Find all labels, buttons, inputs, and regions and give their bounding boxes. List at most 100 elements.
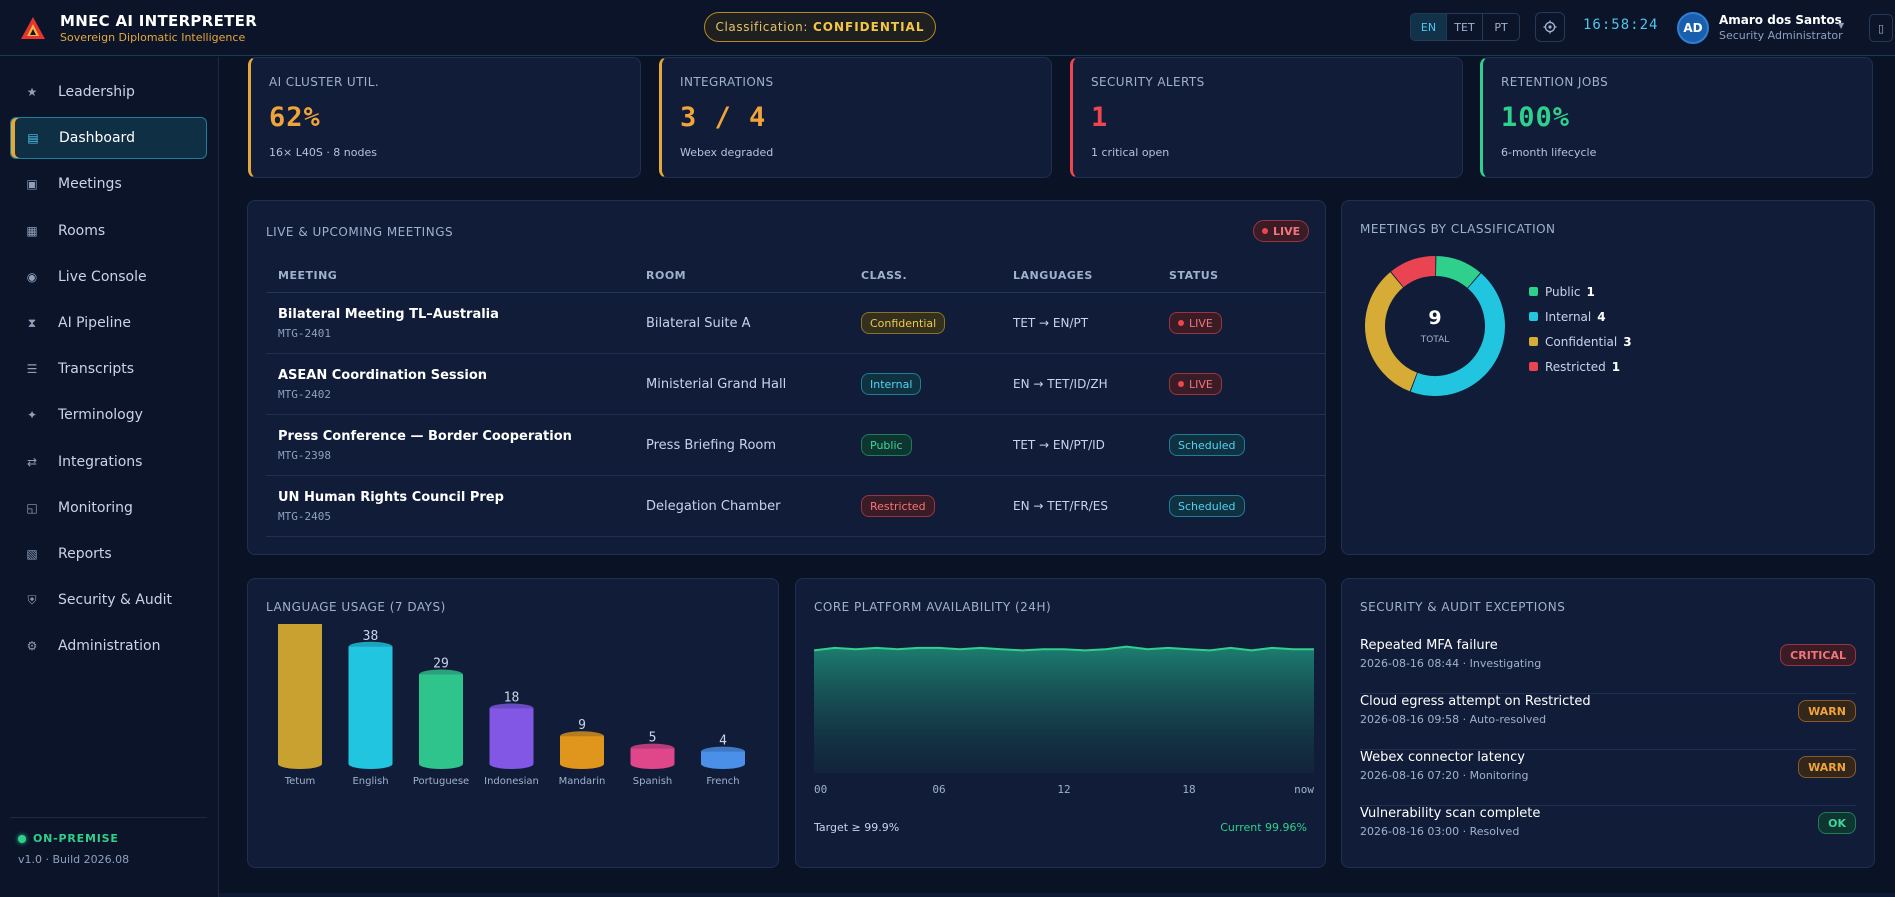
table-row[interactable]: Press Conference — Border Cooperation MTG… — [266, 415, 1326, 476]
table-row[interactable]: UN Human Rights Council Prep MTG-2405 Del… — [266, 476, 1326, 537]
gear-icon: ⚙ — [26, 639, 38, 654]
audit-item[interactable]: Repeated MFA failure 2026-08-16 08:44 · … — [1360, 638, 1856, 694]
kpi-label: AI CLUSTER UTIL. — [269, 75, 380, 89]
brand: MNEC AI INTERPRETER Sovereign Diplomatic… — [0, 12, 560, 44]
bar-mandarin[interactable] — [560, 736, 604, 769]
severity-badge: WARN — [1798, 756, 1856, 778]
lang-tet-button[interactable]: TET — [1447, 14, 1483, 40]
donut-slice-confidential[interactable] — [1365, 272, 1418, 392]
sidebar-item-rooms[interactable]: ▦ Rooms — [10, 210, 207, 252]
bar-french[interactable] — [701, 751, 745, 769]
meeting-room: Press Briefing Room — [646, 437, 777, 453]
bar-category-label: Mandarin — [559, 776, 606, 787]
bar-portuguese[interactable] — [419, 674, 463, 769]
pipeline-icon: ⧗ — [27, 315, 37, 330]
meeting-name[interactable]: ASEAN Coordination Session — [278, 367, 488, 383]
classification-donut-chart: 9 TOTAL — [1365, 256, 1505, 396]
donut-slice-internal[interactable] — [1410, 273, 1505, 396]
audit-item[interactable]: Cloud egress attempt on Restricted 2026-… — [1360, 694, 1856, 750]
audit-item[interactable]: Webex connector latency 2026-08-16 07:20… — [1360, 750, 1856, 806]
table-row[interactable]: Bilateral Meeting TL–Australia MTG-2401 B… — [266, 293, 1326, 354]
table-row[interactable]: ASEAN Coordination Session MTG-2402 Minis… — [266, 354, 1326, 415]
meetings-card: LIVE & UPCOMING MEETINGS LIVE MEETING RO… — [247, 200, 1326, 555]
bar-english[interactable] — [348, 646, 393, 769]
sidebar-item-security-audit[interactable]: ⛨ Security & Audit — [10, 579, 207, 621]
sidebar-item-live-console[interactable]: ◉ Live Console — [10, 256, 207, 298]
sidebar-item-meetings[interactable]: ▣ Meetings — [10, 163, 207, 205]
kpi-value: 3 / 4 — [680, 102, 767, 133]
kpi-label: SECURITY ALERTS — [1091, 75, 1205, 89]
legend-value: 3 — [1623, 334, 1632, 349]
deployment-status-label: ON-PREMISE — [33, 832, 119, 845]
meeting-id: MTG-2398 — [278, 448, 331, 462]
sidebar-item-ai-pipeline[interactable]: ⧗ AI Pipeline — [10, 302, 207, 344]
bar-spanish[interactable] — [630, 748, 675, 769]
logo-icon — [21, 16, 45, 39]
sidebar-item-integrations[interactable]: ⇄ Integrations — [10, 441, 207, 483]
legend-value: 1 — [1611, 359, 1621, 374]
lang-en-button[interactable]: EN — [1411, 14, 1447, 40]
status-badge: LIVE — [1169, 373, 1222, 395]
availability-area-chart: 00 06 12 18 now — [813, 645, 1314, 796]
meeting-name[interactable]: Bilateral Meeting TL–Australia — [278, 306, 499, 322]
bar-indonesian[interactable] — [489, 708, 534, 769]
column-header-class[interactable]: CLASS. — [861, 269, 908, 282]
status-badge-label: LIVE — [1189, 316, 1213, 330]
donut-slice-public[interactable] — [1435, 256, 1481, 289]
kpi-subtext: 1 critical open — [1091, 146, 1170, 159]
bar-tetum[interactable] — [278, 624, 322, 769]
kpi-value: 100% — [1501, 102, 1571, 133]
sidebar-item-leadership[interactable]: ★ Leadership — [10, 71, 207, 113]
x-tick-label: 00 — [814, 783, 827, 796]
legend-swatch — [1529, 362, 1538, 371]
donut-slice-restricted[interactable] — [1391, 256, 1436, 288]
sidebar-item-reports[interactable]: ▧ Reports — [10, 533, 207, 575]
classification-chart-title: MEETINGS BY CLASSIFICATION — [1360, 222, 1556, 236]
kpi-card-cluster[interactable]: AI CLUSTER UTIL. 62% 16× L40S · 8 nodes — [248, 57, 641, 178]
meeting-id: MTG-2402 — [278, 387, 331, 401]
audit-item-meta: 2026-08-16 07:20 · Monitoring — [1360, 769, 1529, 782]
chevron-down-icon[interactable]: ▼ — [1838, 21, 1845, 30]
sidebar-item-administration[interactable]: ⚙ Administration — [10, 625, 207, 667]
live-badge-label: LIVE — [1273, 224, 1301, 238]
meeting-name[interactable]: Press Conference — Border Cooperation — [278, 428, 572, 444]
status-badge-label: LIVE — [1189, 377, 1213, 391]
user-name[interactable]: Amaro dos Santos — [1719, 13, 1842, 27]
live-dot-icon — [1178, 381, 1184, 387]
audit-item[interactable]: Vulnerability scan complete 2026-08-16 0… — [1360, 806, 1856, 862]
sidebar-item-label: Administration — [58, 638, 161, 655]
sidebar-item-terminology[interactable]: ✦ Terminology — [10, 394, 207, 436]
sidebar-item-transcripts[interactable]: ☰ Transcripts — [10, 348, 207, 390]
column-header-room[interactable]: ROOM — [646, 269, 687, 282]
kpi-card-retention[interactable]: RETENTION JOBS 100% 6-month lifecycle — [1480, 57, 1873, 178]
bar-value-label: 18 — [504, 690, 520, 705]
bar-cap-spanish — [630, 743, 675, 754]
sidebar-item-dashboard[interactable]: ▤ Dashboard — [10, 117, 207, 160]
audit-item-title: Webex connector latency — [1360, 750, 1525, 765]
reports-icon: ▧ — [26, 547, 38, 561]
legend-value: 1 — [1586, 284, 1595, 299]
lang-pt-button[interactable]: PT — [1494, 20, 1508, 34]
meeting-room: Bilateral Suite A — [646, 315, 751, 331]
classification-badge: Restricted — [861, 495, 935, 517]
status-badge: Scheduled — [1169, 495, 1245, 517]
kpi-card-integrations[interactable]: INTEGRATIONS 3 / 4 Webex degraded — [659, 57, 1052, 178]
severity-badge: OK — [1818, 812, 1856, 834]
audit-item-meta: 2026-08-16 09:58 · Auto-resolved — [1360, 713, 1547, 726]
bar-value-label: 38 — [363, 629, 379, 644]
column-header-languages[interactable]: LANGUAGES — [1013, 269, 1093, 282]
transcripts-icon: ☰ — [26, 362, 38, 377]
kpi-subtext: Webex degraded — [680, 146, 774, 159]
legend-swatch — [1529, 312, 1538, 321]
severity-badge: WARN — [1798, 700, 1856, 722]
avatar[interactable]: AD — [1677, 12, 1709, 44]
meeting-name[interactable]: UN Human Rights Council Prep — [278, 489, 504, 505]
kpi-card-security[interactable]: SECURITY ALERTS 1 1 critical open — [1070, 57, 1463, 178]
column-header-meeting[interactable]: MEETING — [278, 269, 338, 282]
bar-value-label: 9 — [578, 718, 586, 733]
column-header-status[interactable]: STATUS — [1169, 269, 1219, 282]
panel-toggle-icon[interactable]: ▯ — [1869, 14, 1893, 42]
settings-button[interactable] — [1535, 12, 1565, 42]
sidebar-item-monitoring[interactable]: ◱ Monitoring — [10, 487, 207, 529]
legend-label: Internal — [1545, 309, 1592, 324]
